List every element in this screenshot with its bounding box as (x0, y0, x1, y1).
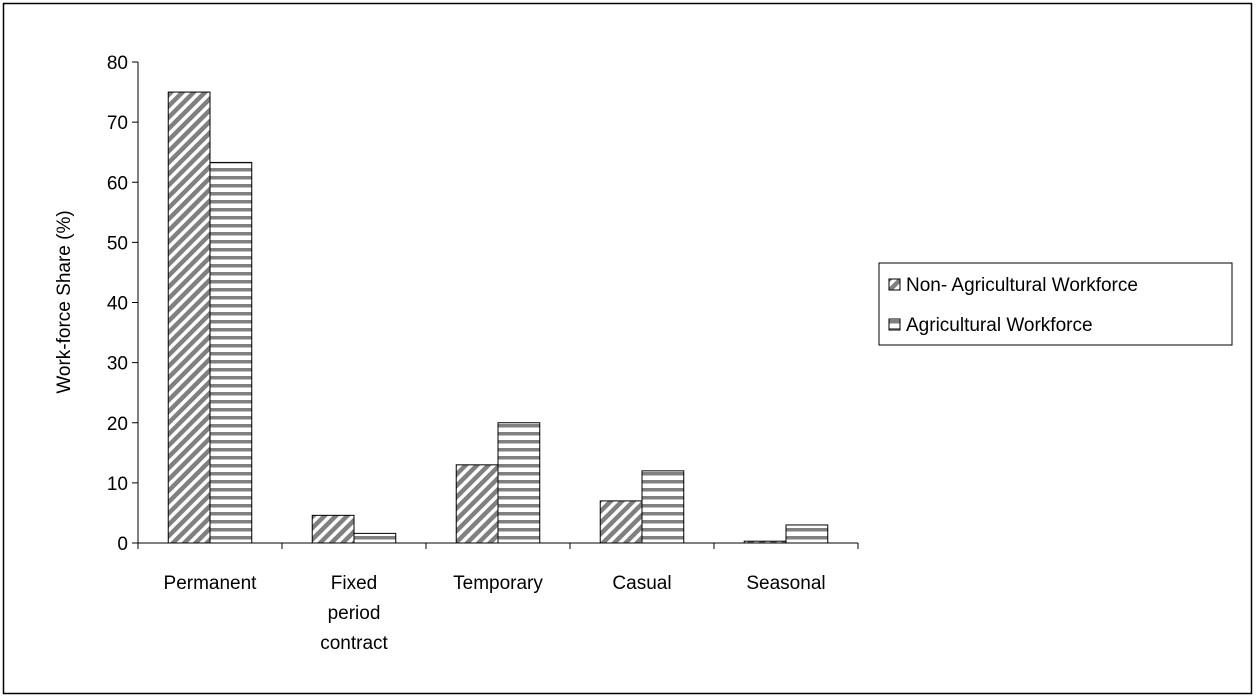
x-tick-label: Casual (612, 573, 671, 594)
bar (353, 532, 397, 544)
bar (497, 422, 541, 544)
bar (311, 514, 355, 544)
x-tick-label: Permanent (164, 573, 258, 594)
x-tick-label: Seasonal (746, 573, 825, 594)
x-tick-label: Fixed period contract (320, 573, 388, 654)
y-tick-label: 50 (107, 233, 128, 254)
bar (455, 464, 499, 544)
y-tick-label: 30 (107, 354, 128, 375)
x-tick-label: Temporary (453, 573, 543, 594)
legend-label: Non- Agricultural Workforce (906, 275, 1138, 296)
bar (743, 540, 787, 544)
bar (641, 470, 685, 544)
legend-box (878, 262, 1233, 346)
y-tick-label: 70 (107, 113, 128, 134)
legend-swatch (888, 318, 901, 331)
legend-swatch (888, 278, 901, 291)
bar (785, 524, 829, 544)
y-tick-label: 40 (107, 294, 128, 315)
y-tick-label: 60 (107, 173, 128, 194)
y-tick-label: 10 (107, 474, 128, 495)
y-tick-label: 80 (107, 53, 128, 74)
y-axis-title: Work-force Share (%) (54, 210, 75, 393)
bar (599, 500, 643, 544)
legend-label: Agricultural Workforce (906, 315, 1093, 336)
y-tick-label: 0 (117, 534, 128, 555)
bar (209, 161, 253, 544)
bar (167, 91, 211, 544)
y-tick-label: 20 (107, 414, 128, 435)
